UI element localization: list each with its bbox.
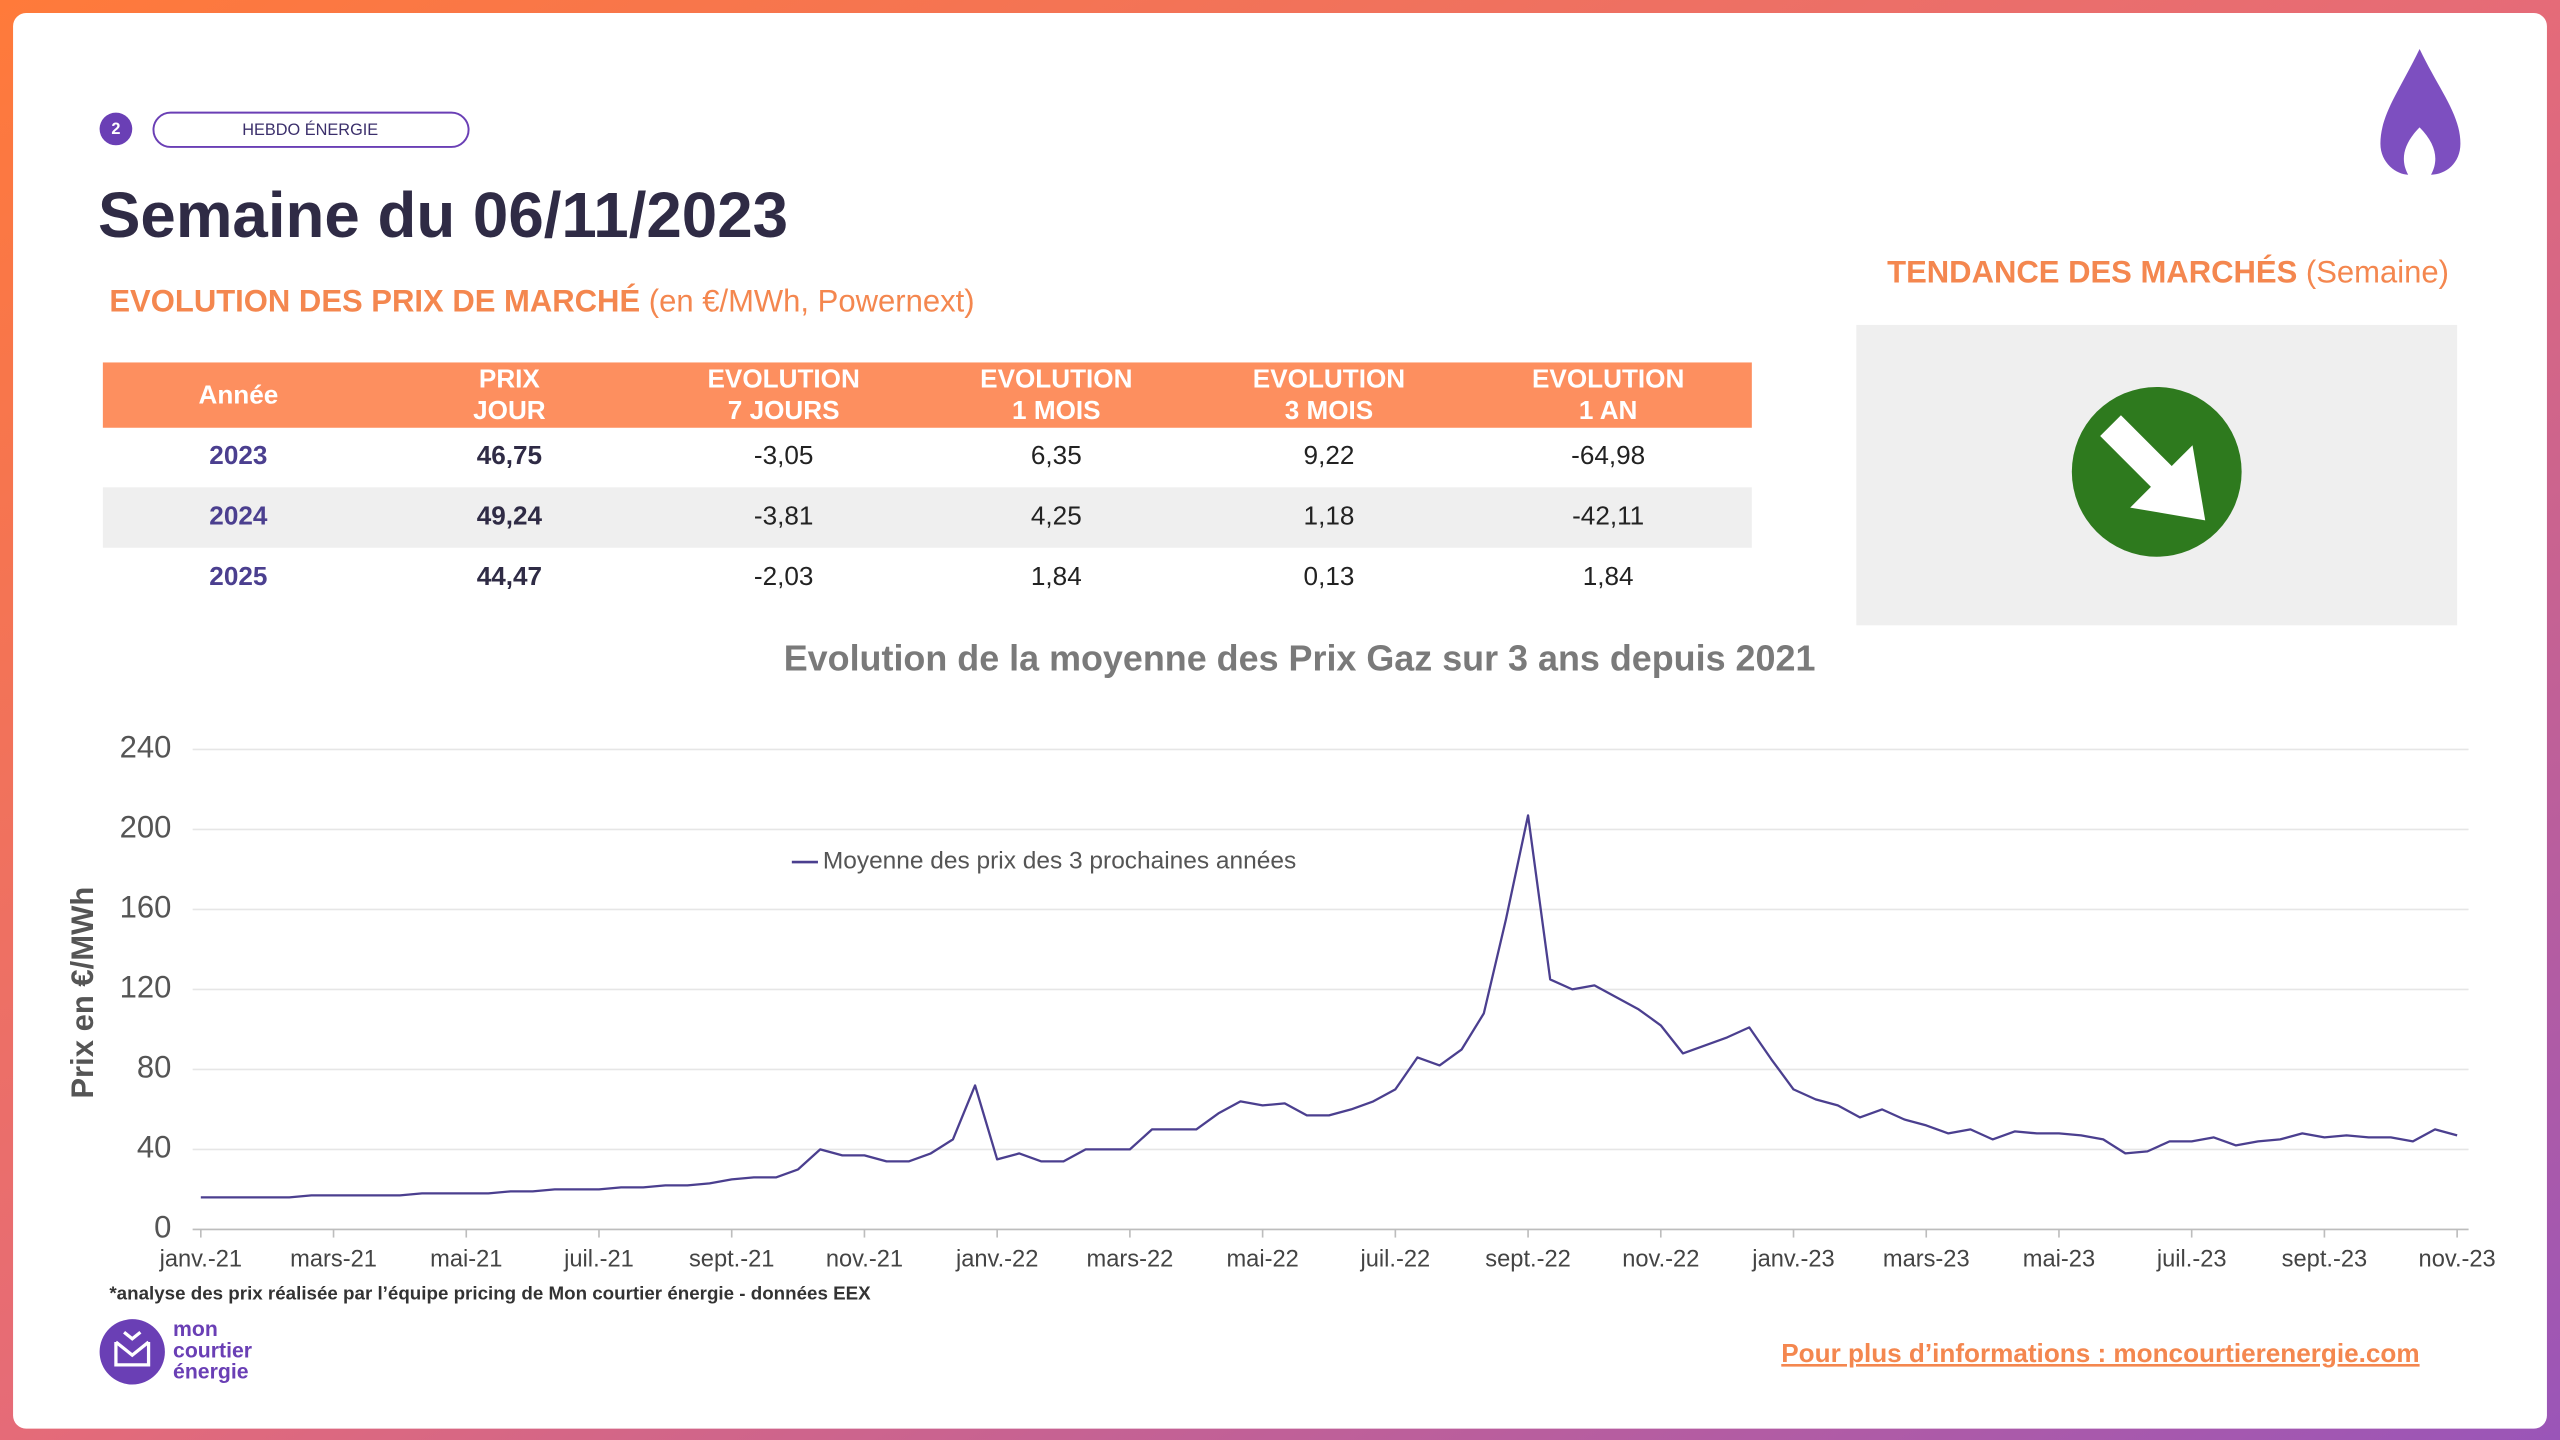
value-cell: -42,11 [1572,500,1644,530]
trend-main: TENDANCE DES MARCHÉS [1887,254,2297,289]
trend-title: TENDANCE DES MARCHÉS (Semaine) [1887,254,2449,289]
y-tick-label: 0 [154,1210,171,1245]
header-line: PRIX [479,363,541,393]
y-tick-label: 200 [120,810,172,845]
trend-note: (Semaine) [2306,254,2449,289]
y-tick-label: 240 [120,730,172,765]
x-tick-label: juil.-22 [1359,1247,1430,1273]
x-tick-label: nov.-22 [1622,1247,1699,1273]
value-cell: 0,13 [1304,561,1355,591]
header-line: EVOLUTION [708,363,860,393]
footnote: *analyse des prix réalisée par l’équipe … [109,1283,871,1304]
header-line: 3 MOIS [1285,395,1374,425]
logo-text: mon [173,1318,218,1341]
series-line [200,814,2458,1199]
x-tick-label: sept.-21 [689,1247,774,1273]
value-cell: 4,25 [1031,500,1082,530]
table-header-cell: Année [198,380,278,410]
page-badge [99,112,133,146]
header-line: EVOLUTION [980,363,1132,393]
table-header-cell: EVOLUTION 1 AN [1532,363,1684,425]
y-tick-label: 40 [137,1130,172,1165]
x-tick-label: juil.-21 [563,1247,634,1273]
table-header-cell: PRIX JOUR [473,363,546,425]
value-cell: -64,98 [1571,440,1645,470]
value-cell: 1,18 [1304,500,1355,530]
x-tick-label: juil.-23 [2156,1247,2227,1273]
value-cell: 46,75 [477,440,542,470]
x-tick-label: sept.-22 [1485,1247,1570,1273]
tag-label: HEBDO ÉNERGIE [242,120,378,139]
value-cell: 44,47 [477,561,542,591]
value-cell: -2,03 [754,561,814,591]
section-subtitle: EVOLUTION DES PRIX DE MARCHÉ (en €/MWh, … [109,284,974,319]
y-tick-label: 80 [137,1050,172,1085]
table-header-cell: EVOLUTION 7 JOURS [708,363,860,425]
y-tick-label: 160 [120,890,172,925]
table-header-bg [102,362,1752,428]
year-cell: 2025 [209,561,267,591]
x-tick-label: mai-23 [2023,1247,2095,1273]
chart-title: Evolution de la moyenne des Prix Gaz sur… [784,638,1816,679]
year-cell: 2023 [209,440,267,470]
value-cell: 49,24 [477,500,543,530]
x-tick-label: janv.-23 [1751,1247,1834,1273]
header-line: 1 MOIS [1012,395,1101,425]
year-cell: 2024 [209,500,268,530]
chart: Evolution de la moyenne des Prix Gaz sur… [65,638,2496,1273]
value-cell: 9,22 [1304,440,1355,470]
x-tick-label: janv.-21 [159,1247,242,1273]
legend-label: Moyenne des prix des 3 prochaines années [823,848,1296,875]
x-tick-label: mai-22 [1226,1247,1298,1273]
value-cell: -3,05 [754,440,814,470]
y-axis-label: Prix en €/MWh [65,887,100,1099]
value-cell: 6,35 [1031,440,1082,470]
logo-text: courtier [173,1339,252,1362]
logo-text: énergie [173,1361,249,1384]
header-line: Année [198,380,278,410]
value-cell: 1,84 [1031,561,1082,591]
logo-envelope [114,1330,151,1367]
header-line: EVOLUTION [1532,363,1684,393]
subtitle-main: EVOLUTION DES PRIX DE MARCHÉ [109,284,640,319]
header-line: JOUR [473,395,546,425]
x-tick-label: nov.-21 [826,1247,903,1273]
info-link[interactable]: Pour plus d’informations : moncourtieren… [1781,1338,2419,1368]
value-cell: 1,84 [1583,561,1634,591]
table-header-cell: EVOLUTION 1 MOIS [980,363,1132,425]
page-title: Semaine du 06/11/2023 [98,180,788,251]
x-tick-label: mars-23 [1883,1247,1970,1273]
header-line: EVOLUTION [1253,363,1405,393]
logo-mark [99,1319,165,1385]
table-row-bg [102,487,1752,548]
header-line: 1 AN [1579,395,1638,425]
value-cell: -3,81 [754,500,814,530]
table-header-cell: EVOLUTION 3 MOIS [1253,363,1405,425]
x-tick-label: janv.-22 [955,1247,1038,1273]
x-tick-label: mai-21 [430,1247,502,1273]
x-tick-label: mars-22 [1087,1247,1174,1273]
x-tick-label: nov.-23 [2419,1247,2496,1273]
tag-pill [152,111,470,148]
flame-icon [2380,48,2461,175]
header-line: 7 JOURS [728,395,840,425]
y-tick-label: 120 [120,970,172,1005]
page-number: 2 [111,120,120,138]
subtitle-note: (en €/MWh, Powernext) [649,284,975,319]
x-tick-label: sept.-23 [2282,1247,2367,1273]
x-tick-label: mars-21 [290,1247,377,1273]
trend-arrow [2100,415,2206,521]
